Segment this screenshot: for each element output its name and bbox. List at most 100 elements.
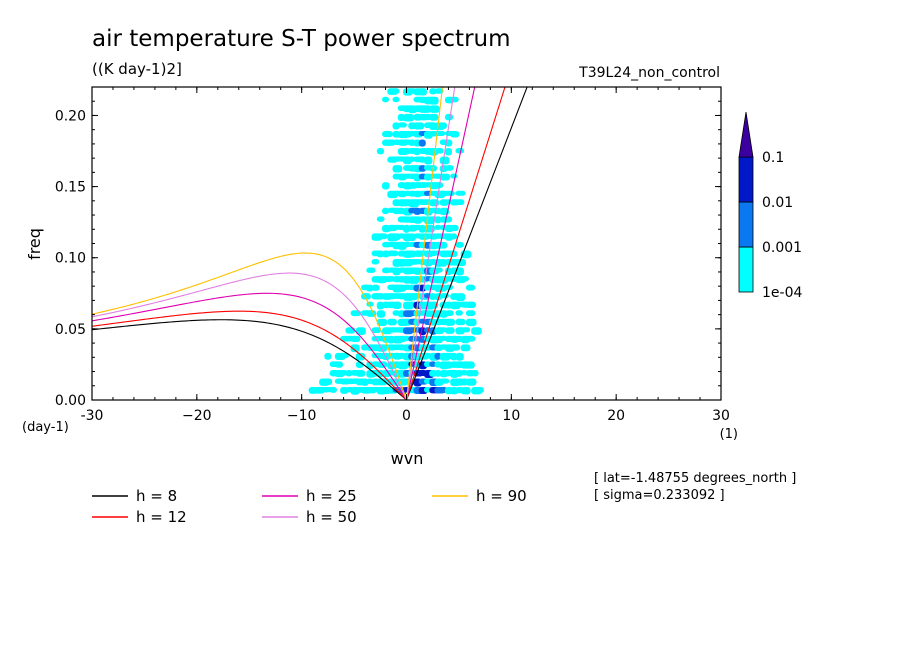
spectrum-cell: [471, 369, 479, 377]
x-tick-label: -30: [81, 408, 104, 424]
x-tick-label: 10: [502, 408, 520, 424]
y-tick-label: 0.15: [55, 180, 86, 196]
spectrum-cell: [444, 165, 454, 171]
spectrum-cell: [429, 105, 440, 113]
spectrum-cell: [444, 284, 454, 290]
spectrum-cell: [408, 156, 416, 162]
spectrum-cell: [444, 327, 455, 334]
axes: -30 −20 −10 0 10 20 30 0.00 0.05 0.10 0.15 0.20: [55, 86, 730, 424]
chart-title: air temperature S-T power spectrum: [92, 26, 511, 52]
spectrum-cell: [450, 173, 458, 179]
legend-label: h = 50: [306, 508, 357, 526]
spectrum-cell: [455, 148, 465, 154]
colorbar-label: 0.001: [762, 240, 802, 256]
spectrum-cell: [429, 113, 439, 121]
spectrum-cell: [465, 335, 476, 342]
spectrum-cell: [439, 122, 448, 129]
spectrum-cell: [418, 139, 426, 147]
spectrum-cell: [434, 148, 444, 154]
spectrum-cell: [324, 352, 332, 360]
spectrum-cell: [460, 327, 471, 333]
spectrum-cell: [355, 369, 366, 377]
spectrum-cell: [423, 156, 433, 165]
spectrum-cell: [429, 96, 439, 105]
chart-units: ((K day-1)2]: [92, 60, 182, 78]
legend-label: h = 12: [136, 508, 187, 526]
y-unit-label: (day-1): [22, 420, 69, 435]
colorbar: 1e-04 0.001 0.01 0.1: [738, 111, 802, 301]
spectrum-cell: [340, 352, 350, 358]
x-tick-label: −10: [287, 408, 317, 424]
spectrum-cell: [455, 241, 464, 248]
spectrum-cell: [334, 361, 344, 368]
spectrum-cell: [444, 148, 452, 156]
spectrum-cell: [413, 148, 421, 156]
y-tick-label: 0.00: [55, 393, 86, 409]
spectrum-cell: [465, 361, 475, 369]
spectrum-cell: [439, 378, 450, 384]
spectrum-cell: [382, 96, 390, 103]
spectrum-cell: [397, 113, 405, 122]
spectrum-cell: [366, 284, 374, 292]
legend-label: h = 8: [136, 487, 177, 505]
spectrum-cell: [465, 378, 477, 386]
spectrum-cell: [450, 344, 461, 351]
spectrum-cell: [376, 216, 385, 222]
x-tick-label: 20: [607, 408, 625, 424]
kelvin-curve: [405, 87, 506, 400]
spectrum-cell: [450, 96, 459, 103]
colorbar-label: 0.01: [762, 195, 793, 211]
rossby-curve: [92, 292, 407, 400]
spectrum-cell: [434, 267, 443, 273]
spectrum-cell: [392, 122, 400, 130]
run-name: T39L24_non_control: [578, 65, 720, 81]
y-tick-label: 0.20: [55, 108, 86, 124]
spectrum-cell: [460, 387, 471, 395]
x-tick-label: 0: [402, 408, 411, 424]
spectrum-cell: [376, 301, 384, 310]
spectrum-cell: [455, 318, 466, 326]
rossby-curve: [92, 252, 408, 400]
spectrum-cell: [439, 173, 451, 181]
spectrum-cell: [392, 165, 403, 173]
rossby-curve: [92, 310, 407, 400]
dispersion-curves: [92, 87, 528, 400]
spectrum-cell: [465, 318, 477, 327]
rossby-curve: [92, 319, 407, 400]
spectrum-cell: [455, 199, 465, 206]
kelvin-curve: [405, 87, 528, 400]
spectrum-cell: [471, 327, 482, 335]
info-latitude: [ lat=-1.48755 degrees_north ]: [594, 471, 796, 486]
x-tick-label: 30: [712, 408, 730, 424]
spectrum-cell: [392, 88, 400, 94]
spectrum-cell: [392, 301, 402, 310]
spectrum-cell: [444, 190, 455, 196]
spectrum-cell: [455, 352, 464, 361]
spectrum-cell: [350, 335, 361, 343]
spectrum-cell: [418, 88, 427, 96]
spectrum-cell: [455, 267, 464, 276]
spectrum-cell: [444, 310, 454, 317]
x-axis-label: wvn: [391, 449, 424, 468]
spectrum-cell: [387, 318, 398, 326]
colorbar-label: 1e-04: [762, 285, 802, 301]
spectrum-cell: [450, 130, 460, 138]
colorbar-segment: [738, 156, 754, 203]
spectrum-cell: [355, 327, 366, 335]
x-tick-label: −20: [182, 408, 212, 424]
spectrum-cell: [455, 310, 463, 316]
spectrum-cell: [382, 130, 393, 138]
spectrum-cell: [434, 216, 442, 224]
spectrum-cell: [403, 113, 414, 122]
spectrum-cell: [371, 284, 380, 291]
x-unit-label: (1): [720, 427, 738, 442]
spectrum-cell: [455, 369, 463, 377]
spectrum-cell: [455, 293, 466, 301]
spectrum-cell: [350, 344, 360, 353]
spectrum-cell: [376, 310, 386, 318]
y-axis-label: freq: [25, 228, 44, 260]
spectrum-cell: [429, 293, 437, 301]
spectrum-cell: [413, 122, 425, 130]
spectrum-cell: [476, 387, 484, 394]
